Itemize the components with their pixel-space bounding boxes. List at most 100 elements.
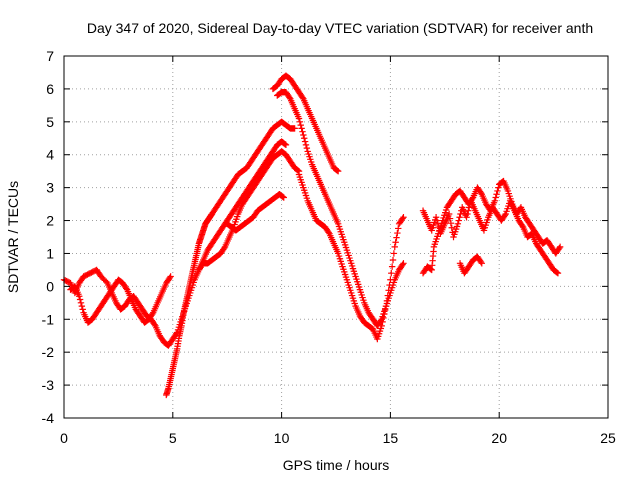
data-point [394,229,401,237]
data-point [380,314,387,322]
data-point [382,302,390,310]
data-point [501,212,509,219]
y-axis-label: SDTVAR / TECUs [5,181,21,293]
data-point [300,131,307,139]
data-point [391,243,398,251]
data-point [387,276,394,283]
data-point [282,141,290,149]
data-point [465,204,473,211]
data-point [433,217,441,224]
data-point [294,167,302,174]
data-point [454,220,462,228]
data-point [447,219,455,227]
data-point [76,293,83,300]
x-tick-label: 5 [169,430,177,446]
series-trace-c [67,273,174,326]
data-point [79,306,86,313]
data-point [456,214,463,221]
x-axis-ticks: 0 5 10 15 20 25 [60,56,616,446]
data-point [281,140,289,148]
data-point [76,296,84,303]
data-point [297,121,304,129]
data-point [302,141,310,149]
data-point [393,234,400,241]
data-point [279,193,287,201]
data-point [381,310,388,318]
data-point [493,191,500,198]
data-point [298,125,305,132]
y-axis-ticks: -4 -3 -2 -1 0 1 2 3 4 5 6 7 [42,48,608,426]
data-point [448,224,455,231]
chart-title: Day 347 of 2020, Sidereal Day-to-day VTE… [87,20,593,36]
y-tick-label: -4 [42,410,55,426]
data-point [495,184,502,191]
y-tick-label: 5 [46,114,54,130]
data-point [434,220,442,228]
y-tick-label: 7 [46,48,54,64]
data-point [463,214,470,221]
data-point [291,125,298,132]
data-point [519,222,526,230]
x-axis-label: GPS time / hours [283,457,390,473]
data-point [427,266,435,273]
y-tick-label: 4 [46,147,54,163]
y-tick-label: 2 [46,213,54,229]
data-point [554,270,562,277]
y-tick-label: 1 [46,245,54,261]
series-trace-k [456,253,485,277]
data-point [286,94,293,101]
data-point [149,310,156,318]
series-trace-i [419,177,564,277]
x-tick-label: 25 [600,430,616,446]
data-point [455,217,462,224]
data-point [303,144,311,152]
x-tick-label: 0 [60,430,68,446]
data-point [392,239,399,246]
data-point [457,210,464,218]
data-point [151,321,158,328]
data-point [432,214,440,221]
data-point [464,210,471,218]
data-point [123,285,130,292]
data-point [435,223,442,231]
data-point [299,94,306,101]
series-trace-e [224,191,287,234]
series-trace-b [163,118,298,399]
data-point [295,115,303,122]
y-tick-label: -3 [42,377,55,393]
data-point [446,215,454,222]
data-point [301,135,308,142]
data-point [386,281,393,289]
series-trace-h [295,171,407,343]
series-trace-f [269,72,342,175]
data-point [556,244,563,252]
y-tick-label: 6 [46,81,54,97]
series-trace-d [195,138,290,274]
data-point [167,273,174,280]
data-point [166,274,173,282]
data-point [400,260,407,267]
x-tick-label: 20 [491,430,507,446]
data-point [477,258,485,266]
data-point [385,287,392,294]
series-trace-g [274,89,407,330]
data-point [381,306,389,314]
data-point [556,243,564,251]
y-tick-label: -1 [42,311,55,327]
data-point [492,194,499,201]
data-point [296,118,304,126]
data-point [388,263,396,270]
data-point [301,138,309,145]
data-point [383,297,391,305]
y-tick-label: -2 [42,344,55,360]
data-point [220,244,228,252]
series-trace-j [419,197,562,277]
data-point [445,210,453,218]
data-point [395,225,402,232]
data-point [390,250,398,257]
y-tick-label: 3 [46,180,54,196]
data-point [478,260,485,267]
data-points [60,72,564,399]
data-point [78,302,86,310]
